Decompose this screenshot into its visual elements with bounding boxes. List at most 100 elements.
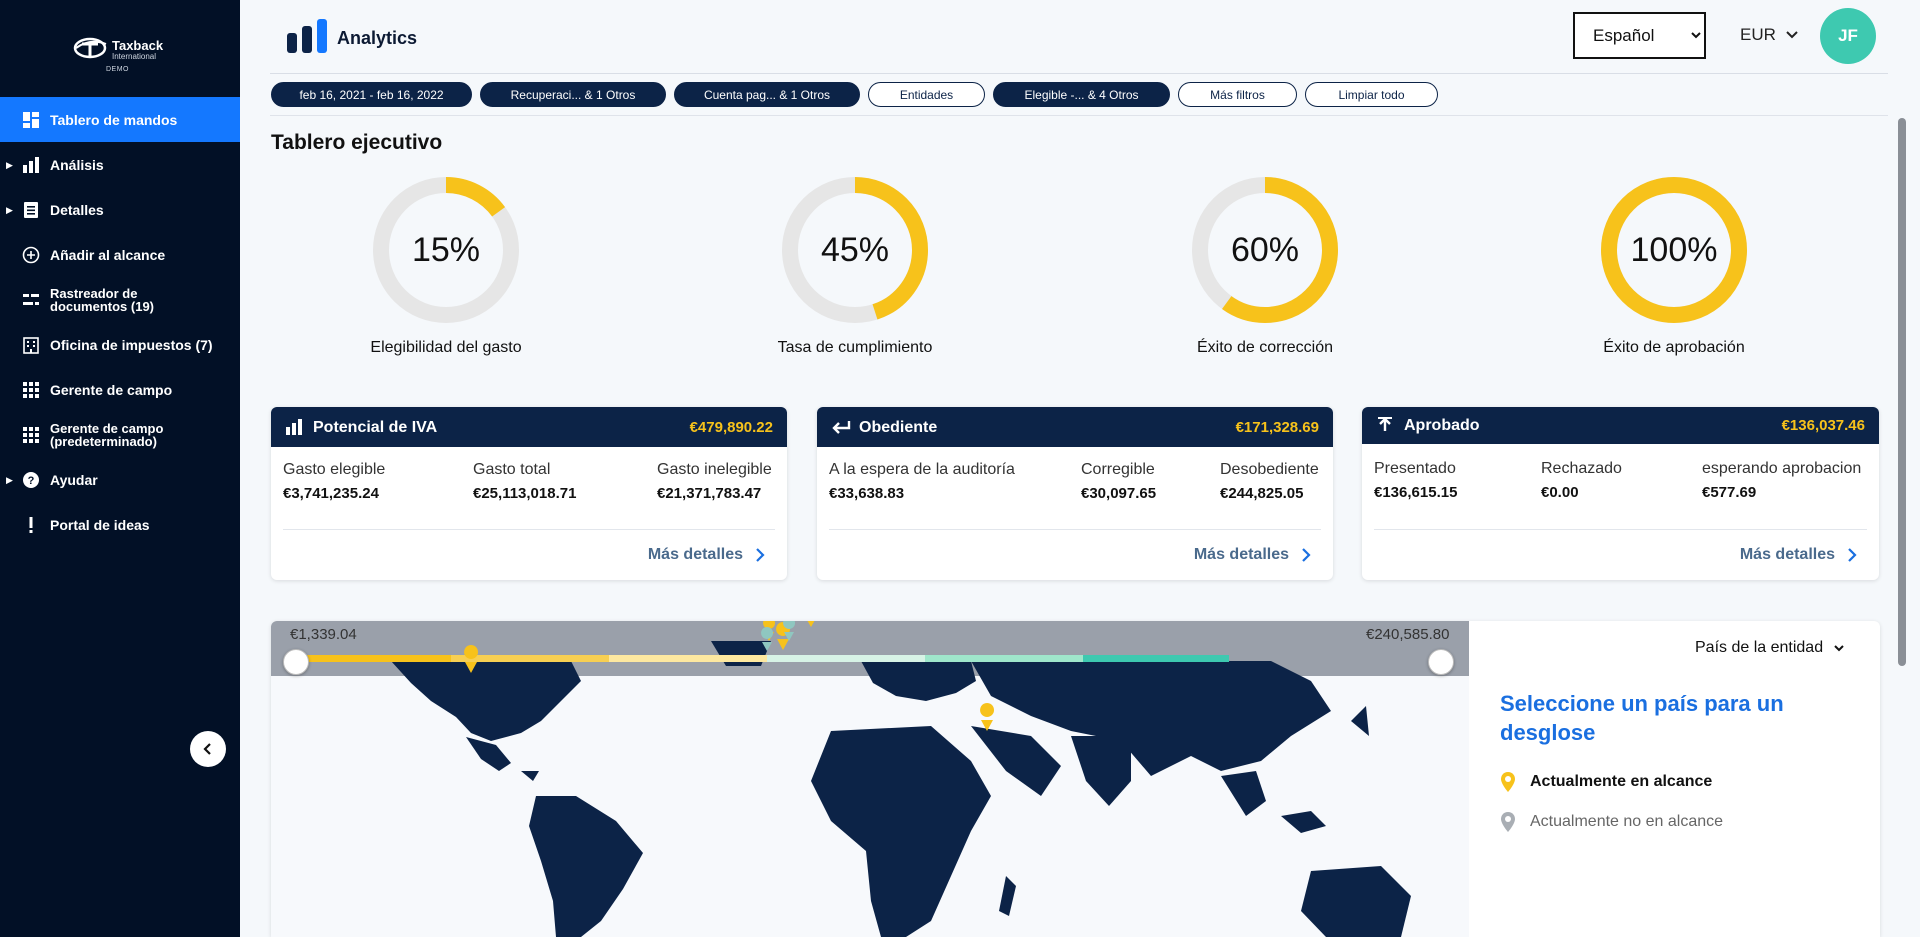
sidebar-item-ideas-portal[interactable]: Portal de ideas <box>0 502 240 547</box>
brand-logo[interactable]: Taxback International DEMO <box>72 30 172 78</box>
return-arrow-icon <box>832 421 851 434</box>
stat-label: Desobediente <box>1220 461 1319 478</box>
card-stat: Corregible €30,097.65 <box>1081 461 1156 502</box>
logo-icon <box>73 37 107 59</box>
card-title: Obediente <box>859 419 938 436</box>
kpi-label: Tasa de cumplimiento <box>777 339 933 356</box>
stat-value: €244,825.05 <box>1220 485 1304 502</box>
kpi-donut-spend-eligibility <box>373 177 519 323</box>
range-slider-max-handle[interactable] <box>1428 649 1454 675</box>
more-details-link[interactable]: Más detalles <box>1194 546 1311 564</box>
sidebar-item-label: Ayudar <box>50 471 98 488</box>
card-title: Aprobado <box>1404 417 1480 434</box>
grid-icon <box>22 426 40 444</box>
sidebar-item-label: Análisis <box>50 156 104 173</box>
bar-chart-icon <box>286 419 302 435</box>
sidebar-item-details[interactable]: ▶ Detalles <box>0 187 240 232</box>
marker-out-scope[interactable] <box>761 627 774 651</box>
filter-divider <box>270 115 1888 116</box>
stat-label: Gasto inelegible <box>657 461 772 478</box>
card-amount: €479,890.22 <box>689 419 773 436</box>
app-title: Analytics <box>337 28 418 48</box>
filter-chip-eligible[interactable]: Elegible -... & 4 Otros <box>993 82 1170 107</box>
sidebar-item-field-manager[interactable]: Gerente de campo <box>0 367 240 412</box>
kpi-label: Éxito de aprobación <box>1603 339 1745 356</box>
tracker-icon <box>22 291 40 309</box>
marker-in-scope[interactable] <box>464 645 479 673</box>
more-details-label: Más detalles <box>647 546 743 563</box>
filter-chip-recovery[interactable]: Recuperaci... & 1 Otros <box>480 82 666 107</box>
card-title: Potencial de IVA <box>313 419 438 436</box>
svg-text:?: ? <box>28 475 35 487</box>
filter-bar: feb 16, 2021 - feb 16, 2022 Recuperaci..… <box>271 82 1438 107</box>
group-by-select[interactable]: País de la entidad <box>1695 639 1845 657</box>
marker-in-scope[interactable] <box>776 622 791 650</box>
card-stat: Desobediente €244,825.05 <box>1220 461 1319 502</box>
sidebar-item-dashboard[interactable]: Tablero de mandos <box>0 97 240 142</box>
sidebar-item-field-manager-default[interactable]: Gerente de campo (predeterminado) <box>0 412 240 457</box>
language-select[interactable]: Español English <box>1573 12 1706 59</box>
exclamation-icon <box>22 516 40 534</box>
filter-chip-entities[interactable]: Entidades <box>868 82 985 107</box>
legend-label: Actualmente en alcance <box>1530 773 1713 790</box>
group-by-label: País de la entidad <box>1695 639 1824 656</box>
marker-in-scope[interactable] <box>980 703 995 731</box>
kpi-value: 45% <box>820 230 890 269</box>
card-approved: Aprobado €136,037.46 Presentado €136,615… <box>1362 407 1879 580</box>
stat-value: €30,097.65 <box>1081 485 1157 502</box>
map-markers <box>464 621 995 731</box>
building-icon <box>22 336 40 354</box>
expand-caret-icon[interactable]: ▶ <box>6 204 13 215</box>
sidebar-item-label: Tablero de mandos <box>50 111 178 128</box>
card-header: Aprobado €136,037.46 <box>1362 407 1879 444</box>
marker-in-scope[interactable] <box>806 621 816 627</box>
sidebar-item-analysis[interactable]: ▶ Análisis <box>0 142 240 187</box>
sidebar-item-add-scope[interactable]: Añadir al alcance <box>0 232 240 277</box>
stat-label: Rechazado <box>1541 460 1622 477</box>
sidebar-item-label: Añadir al alcance <box>50 246 166 263</box>
header-divider <box>270 73 1888 74</box>
brand-name: Taxback <box>112 38 164 53</box>
analytics-logo-icon <box>287 19 327 53</box>
help-icon: ? <box>22 471 40 489</box>
chevron-down-icon[interactable] <box>1785 24 1799 44</box>
map-prompt: Seleccione un país para un desglose <box>1500 691 1784 745</box>
more-details-link[interactable]: Más detalles <box>1740 546 1857 564</box>
clear-all-button[interactable]: Limpiar todo <box>1305 82 1438 107</box>
sidebar-item-document-tracker[interactable]: Rastreador de documentos (19) <box>0 277 240 322</box>
sidebar-item-label: Gerente de campo <box>50 381 173 398</box>
range-slider-track[interactable] <box>295 655 1229 662</box>
card-stat: esperando aprobacion €577.69 <box>1702 460 1861 501</box>
dashboard-title: Tablero ejecutivo <box>271 131 443 154</box>
stat-value: €577.69 <box>1702 484 1757 501</box>
world-map[interactable] <box>271 621 1469 937</box>
stat-value: €136,615.15 <box>1374 484 1458 501</box>
stat-label: Corregible <box>1081 461 1155 478</box>
currency-selector[interactable]: EUR <box>1740 25 1776 44</box>
plus-circle-icon <box>22 246 40 264</box>
more-filters-button[interactable]: Más filtros <box>1178 82 1297 107</box>
user-avatar[interactable]: JF <box>1820 8 1876 64</box>
card-stat: Gasto total €25,113,018.71 <box>473 461 576 502</box>
range-slider-min-handle[interactable] <box>283 649 309 675</box>
stat-value: €21,371,783.47 <box>657 485 762 502</box>
expand-caret-icon[interactable]: ▶ <box>6 159 13 170</box>
sidebar-item-tax-office[interactable]: Oficina de impuestos (7) <box>0 322 240 367</box>
more-details-link[interactable]: Más detalles <box>648 546 765 564</box>
brand-sub: International <box>112 52 157 61</box>
kpi-value: 60% <box>1230 230 1300 269</box>
page-scrollbar-thumb[interactable] <box>1898 118 1906 666</box>
marker-out-scope[interactable] <box>783 621 796 641</box>
card-stat: Gasto elegible €3,741,235.24 <box>283 461 385 502</box>
legend-out-scope: Actualmente no en alcance <box>1500 811 1723 833</box>
sidebar-item-help[interactable]: ▶ ? Ayudar <box>0 457 240 502</box>
collapse-sidebar-button[interactable] <box>190 731 226 767</box>
filter-chip-date-range[interactable]: feb 16, 2021 - feb 16, 2022 <box>271 82 472 107</box>
expand-caret-icon[interactable]: ▶ <box>6 474 13 485</box>
filter-chip-account[interactable]: Cuenta pag... & 1 Otros <box>674 82 860 107</box>
range-max-value: €240,585.80 <box>1366 626 1450 643</box>
chevron-left-icon <box>203 743 211 755</box>
map-pin-icon <box>1501 772 1515 792</box>
marker-in-scope[interactable] <box>763 621 776 641</box>
grid-icon <box>22 381 40 399</box>
